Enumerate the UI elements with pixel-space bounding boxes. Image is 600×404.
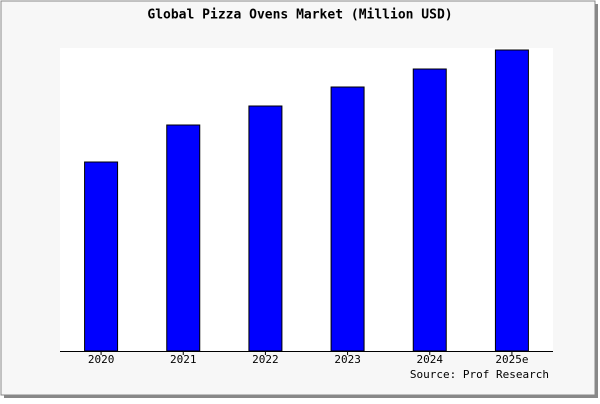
plot-area — [60, 48, 553, 351]
bar — [166, 124, 201, 352]
x-tick-label: 2022 — [252, 353, 279, 366]
bar — [330, 86, 365, 352]
x-tick-label: 2025e — [495, 353, 528, 366]
bar — [494, 49, 529, 352]
bar — [84, 161, 119, 352]
x-tick-label: 2023 — [334, 353, 361, 366]
chart-title: Global Pizza Ovens Market (Million USD) — [147, 8, 452, 23]
x-tick-label: 2024 — [417, 353, 444, 366]
x-tick-label: 2020 — [88, 353, 115, 366]
x-tick-label: 2021 — [170, 353, 197, 366]
bar — [412, 68, 447, 352]
bar — [248, 105, 283, 352]
source-note: Source: Prof Research — [410, 368, 549, 381]
